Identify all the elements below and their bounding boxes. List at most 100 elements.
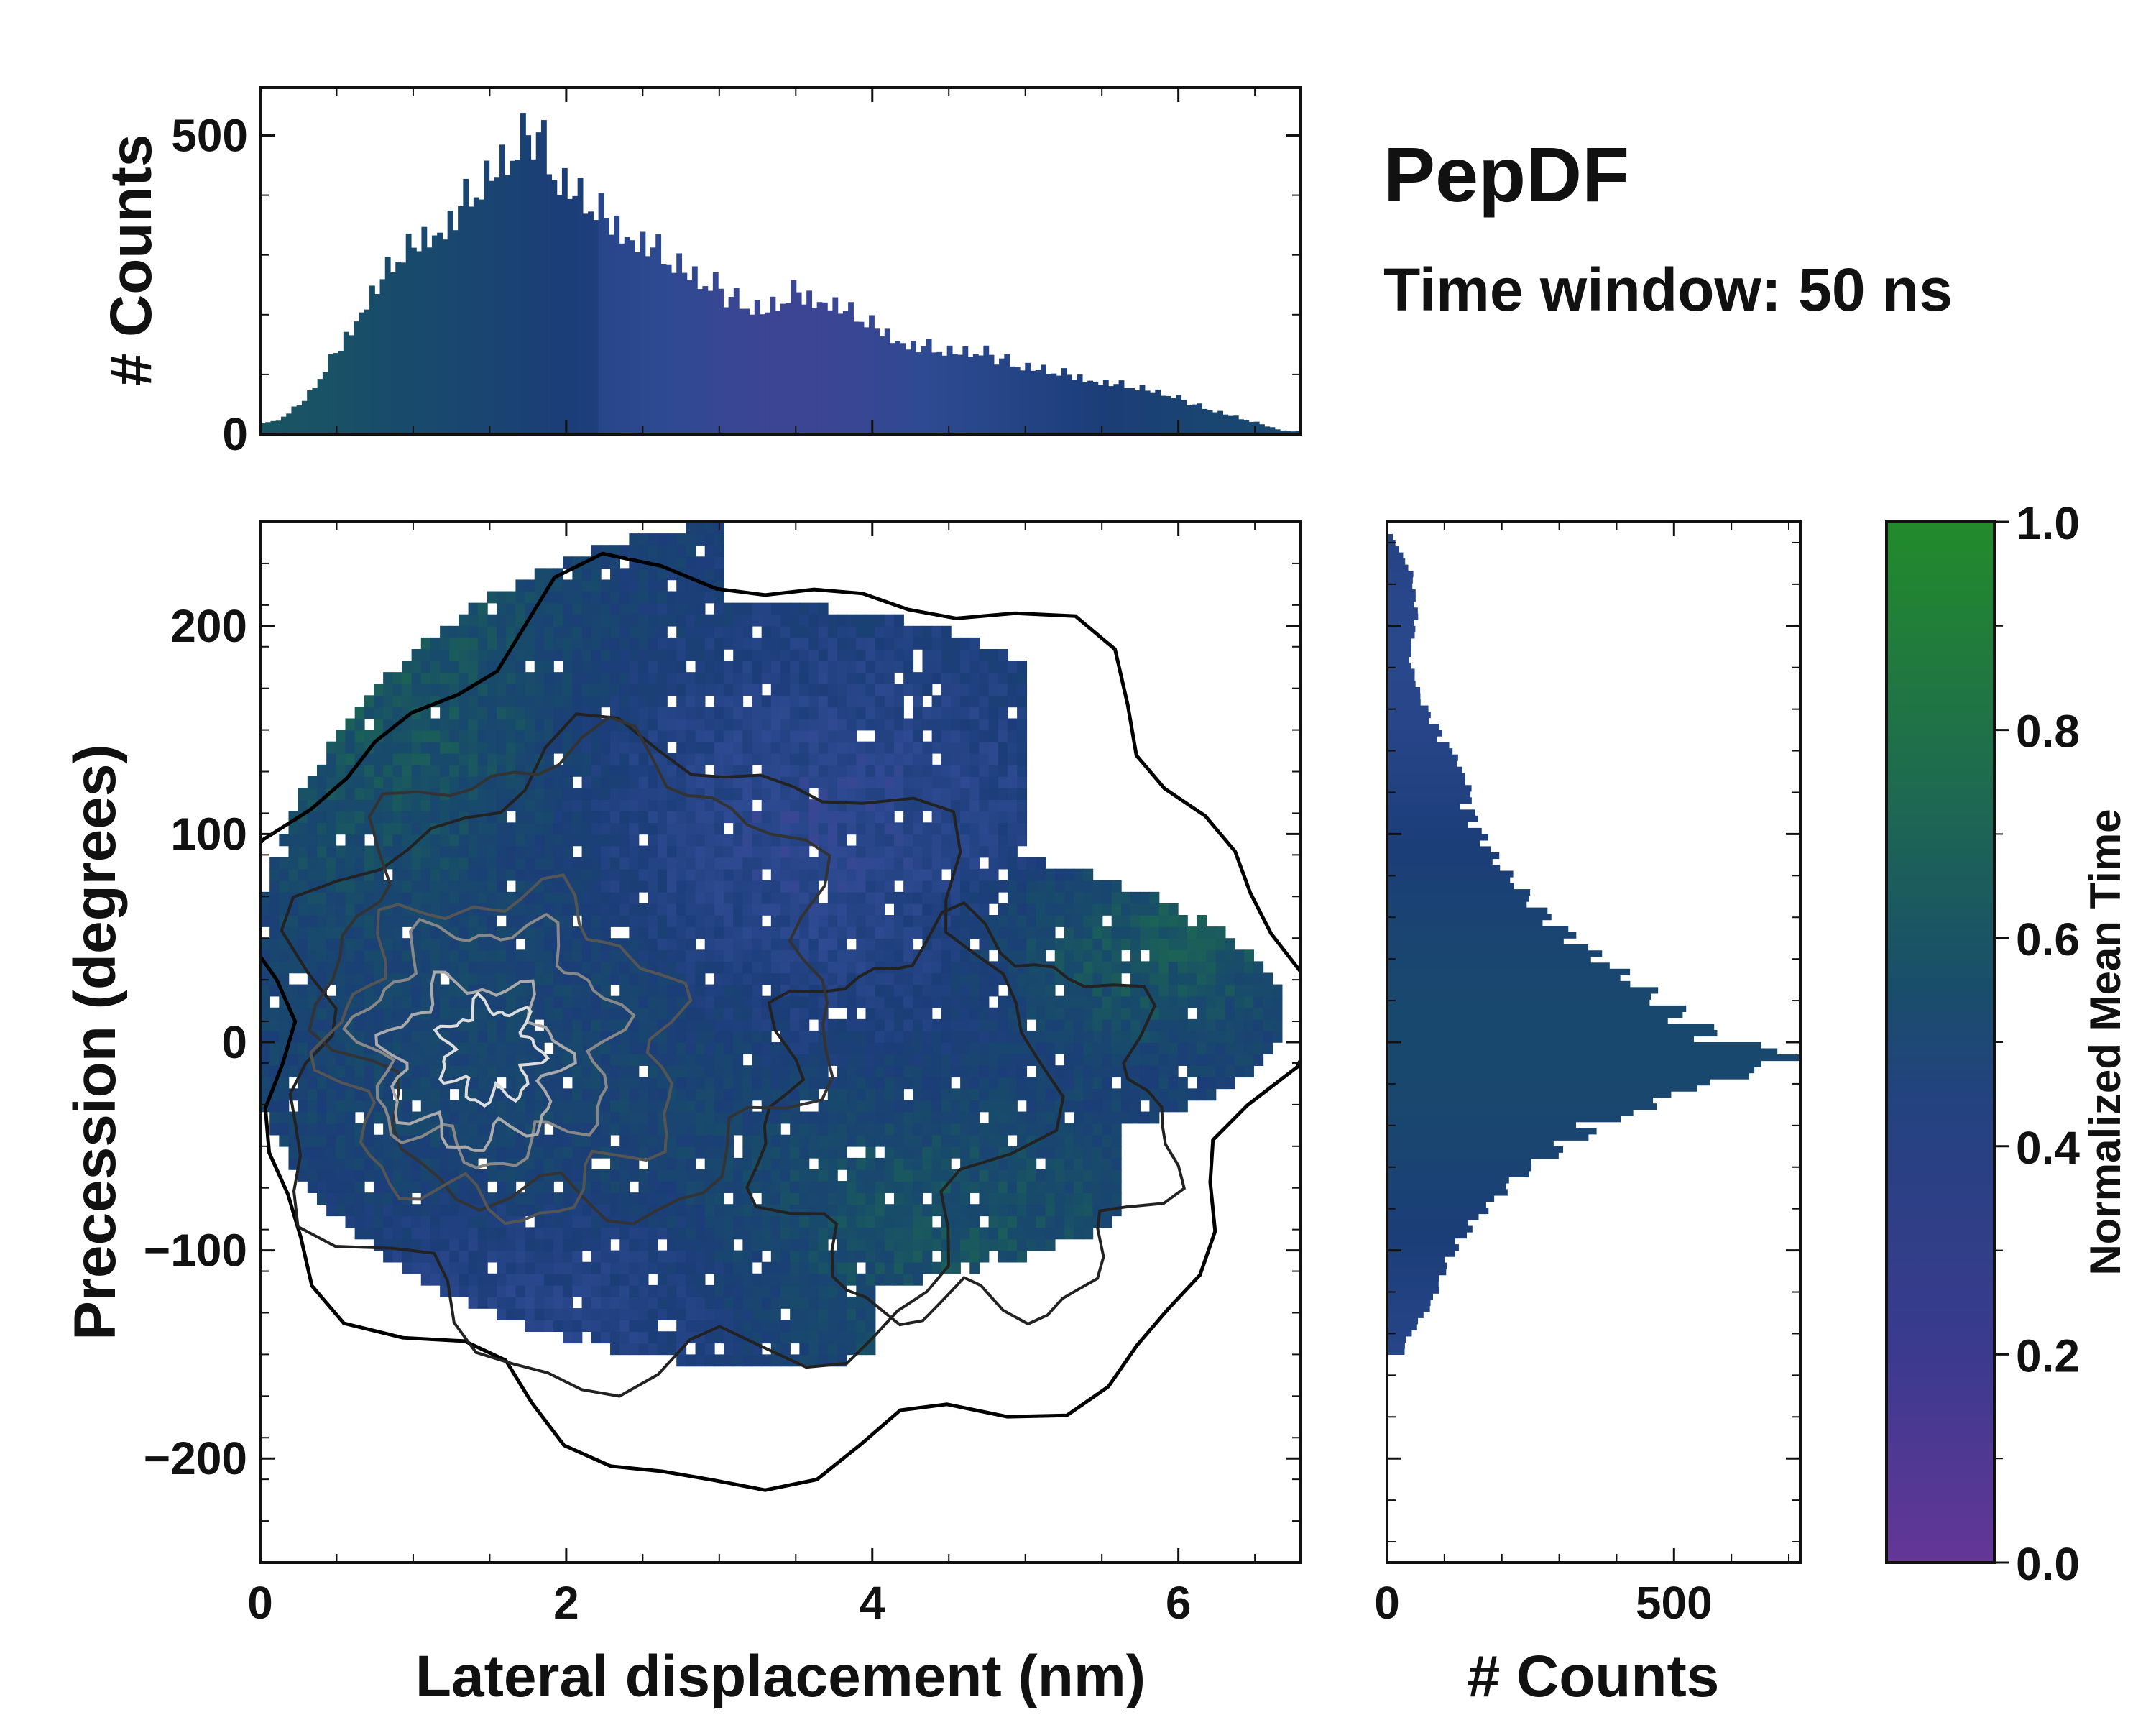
top-histogram-bar [577, 178, 584, 434]
heatmap-cell [373, 776, 384, 788]
heatmap-cell [383, 1192, 394, 1205]
heatmap-cell [931, 984, 942, 997]
heatmap-cell [402, 995, 413, 1008]
heatmap-cell [449, 1030, 460, 1043]
heatmap-cell [572, 868, 583, 881]
heatmap-cell [610, 764, 621, 777]
heatmap-cell [931, 880, 942, 893]
heatmap-cell [770, 1331, 781, 1344]
heatmap-cell [468, 625, 479, 638]
heatmap-cell [430, 741, 441, 754]
heatmap-cell [1054, 1215, 1065, 1228]
heatmap-cell [648, 602, 658, 615]
heatmap-cell [988, 1042, 999, 1054]
heatmap-cell [695, 684, 706, 696]
top-histogram-bar [1238, 419, 1244, 434]
heatmap-cell [307, 1111, 318, 1124]
heatmap-cell [827, 1192, 838, 1205]
heatmap-cell [704, 1284, 715, 1297]
heatmap-cell [648, 1111, 658, 1124]
top-histogram-bar [390, 272, 396, 434]
heatmap-cell [477, 741, 488, 754]
heatmap-cell [884, 684, 895, 696]
heatmap-cell [865, 1343, 876, 1356]
heatmap-cell [629, 776, 640, 788]
heatmap-cell [780, 972, 791, 985]
heatmap-cell [695, 926, 706, 939]
heatmap-cell [1007, 730, 1018, 742]
heatmap-cell [733, 868, 744, 881]
heatmap-cell [402, 776, 413, 788]
top-histogram-bar [384, 256, 391, 434]
heatmap-cell [420, 648, 431, 661]
heatmap-cell [619, 1227, 630, 1240]
heatmap-cell [770, 614, 781, 627]
heatmap-cell [998, 799, 1008, 812]
heatmap-cell [411, 1238, 422, 1251]
heatmap-cell [336, 730, 346, 742]
heatmap-cell [1054, 1007, 1065, 1020]
heatmap-cell [837, 1181, 847, 1193]
heatmap-cell [770, 1157, 781, 1170]
heatmap-cell [553, 1296, 564, 1309]
heatmap-cell [316, 1169, 327, 1182]
heatmap-cell [298, 1007, 308, 1020]
heatmap-cell [998, 1204, 1008, 1217]
heatmap-cell [619, 648, 630, 661]
heatmap-cell [667, 602, 677, 615]
heatmap-cell [979, 822, 990, 835]
heatmap-cell [922, 961, 933, 974]
heatmap-cell [724, 637, 734, 650]
heatmap-cell [506, 672, 517, 685]
top-histogram-bar [1207, 410, 1213, 434]
heatmap-cell [392, 995, 403, 1008]
heatmap-cell [761, 753, 772, 765]
heatmap-cell [336, 972, 346, 985]
heatmap-cell [780, 822, 791, 835]
heatmap-cell [316, 1088, 327, 1101]
heatmap-cell [648, 834, 658, 847]
heatmap-cell [903, 845, 914, 858]
heatmap-cell [1017, 915, 1028, 927]
heatmap-cell [761, 1007, 772, 1020]
top-histogram-bar [468, 206, 474, 434]
heatmap-cell [1026, 1030, 1037, 1043]
heatmap-cell [449, 776, 460, 788]
heatmap-cell [610, 845, 621, 858]
heatmap-cell [724, 1284, 734, 1297]
heatmap-cell [279, 868, 290, 881]
top-histogram-bar [614, 215, 620, 434]
heatmap-cell [799, 753, 810, 765]
heatmap-cell [884, 707, 895, 719]
heatmap-cell [638, 868, 649, 881]
heatmap-cell [591, 972, 602, 985]
heatmap-cell [316, 1077, 327, 1090]
heatmap-cell [714, 1134, 724, 1147]
heatmap-cell [402, 834, 413, 847]
heatmap-cell [969, 637, 980, 650]
heatmap-cell [591, 1018, 602, 1031]
heatmap-cell [638, 695, 649, 708]
heatmap-cell [1026, 1169, 1037, 1182]
heatmap-cell [610, 776, 621, 788]
heatmap-cell [714, 1308, 724, 1320]
heatmap-cell [497, 776, 507, 788]
heatmap-cell [525, 1238, 535, 1251]
top-histogram-bar [505, 175, 511, 435]
heatmap-cell [733, 938, 744, 951]
heatmap-cell [487, 661, 497, 673]
heatmap-cell [279, 961, 290, 974]
heatmap-cell [553, 1227, 564, 1240]
heatmap-cell [648, 938, 658, 951]
heatmap-cell [1007, 741, 1018, 754]
heatmap-cell [742, 661, 753, 673]
heatmap-cell [799, 1215, 810, 1228]
heatmap-cell [856, 1157, 867, 1170]
heatmap-cell [497, 1134, 507, 1147]
heatmap-cell [676, 545, 687, 558]
heatmap-cell [733, 1088, 744, 1101]
heatmap-cell [572, 822, 583, 835]
heatmap-cell [534, 648, 545, 661]
heatmap-cell [657, 834, 668, 847]
top-histogram-bar [421, 226, 428, 434]
